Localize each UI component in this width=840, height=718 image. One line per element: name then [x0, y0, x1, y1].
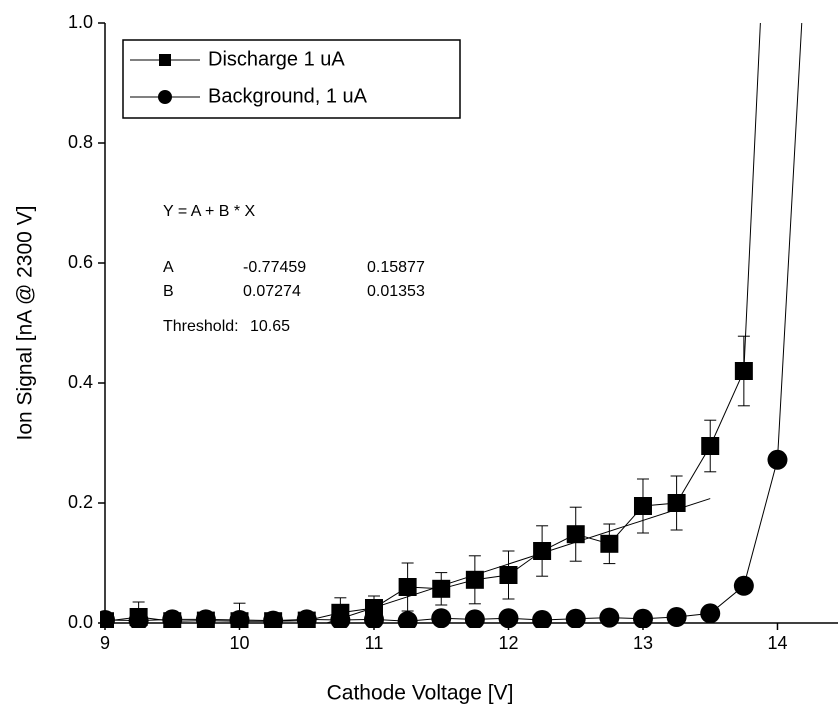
square-marker: [633, 497, 652, 515]
fit-cell: B: [163, 283, 174, 300]
circle-marker: [599, 607, 620, 628]
circle-marker: [162, 609, 183, 628]
y-tick-label: 0.6: [68, 252, 93, 272]
legend: Discharge 1 uA Background, 1 uA: [122, 39, 461, 119]
x-tick-label: 9: [100, 633, 110, 653]
plot-area: [100, 23, 803, 628]
threshold-label: Threshold:: [163, 318, 239, 335]
square-marker: [499, 566, 518, 584]
threshold-value: 10.65: [250, 318, 290, 335]
fit-cell: 0.01353: [367, 283, 425, 300]
circle-marker: [397, 611, 418, 628]
square-marker: [465, 570, 484, 589]
circle-marker: [700, 603, 721, 624]
square-marker: [432, 579, 451, 598]
circle-marker: [464, 609, 485, 628]
fit-cell: 0.07274: [243, 283, 301, 300]
y-tick-label: 1.0: [68, 12, 93, 32]
circle-marker: [330, 610, 351, 628]
circle-marker: [565, 608, 586, 628]
circle-marker: [229, 610, 250, 628]
x-tick-label: 14: [767, 633, 787, 653]
legend-label: Background, 1 uA: [208, 85, 368, 107]
circle-marker: [666, 607, 687, 627]
square-marker: [667, 494, 686, 512]
y-tick-label: 0.2: [68, 492, 93, 512]
fit-line: [326, 498, 711, 624]
circle-marker: [128, 610, 149, 628]
x-tick-label: 10: [229, 633, 249, 653]
square-marker: [533, 542, 552, 560]
fit-equation: Y = A + B * X: [163, 203, 256, 220]
circle-marker: [431, 608, 452, 628]
legend-label: Discharge 1 uA: [208, 48, 345, 70]
circle-marker: [195, 609, 216, 628]
square-marker: [701, 437, 720, 455]
circle-marker: [296, 609, 317, 628]
y-tick-label: 0.8: [68, 132, 93, 152]
fit-cell: -0.77459: [243, 259, 306, 276]
series-line: [104, 23, 803, 622]
circle-marker: [263, 610, 284, 628]
x-tick-label: 11: [365, 633, 384, 653]
square-marker: [398, 578, 417, 596]
y-tick-label: 0.0: [68, 612, 93, 632]
x-tick-label: 13: [633, 633, 653, 653]
square-marker: [600, 534, 619, 553]
circle-marker: [100, 610, 115, 628]
x-axis-label: Cathode Voltage [V]: [327, 682, 514, 705]
circle-marker: [733, 575, 754, 596]
square-marker: [566, 525, 585, 544]
fit-cell: 0.15877: [367, 259, 425, 276]
x-tick-label: 12: [498, 633, 518, 653]
circle-marker: [498, 608, 519, 628]
legend-box: [122, 39, 461, 119]
square-marker: [734, 362, 753, 380]
circle-marker: [363, 609, 384, 628]
square-marker: [159, 54, 171, 66]
fit-cell: A: [163, 259, 174, 276]
y-axis-label: Ion Signal [nA @ 2300 V]: [14, 206, 37, 441]
circle-marker: [632, 608, 653, 628]
circle-marker: [532, 610, 553, 628]
circle-marker: [158, 90, 172, 104]
circle-marker: [767, 449, 788, 470]
y-tick-label: 0.4: [68, 372, 93, 392]
